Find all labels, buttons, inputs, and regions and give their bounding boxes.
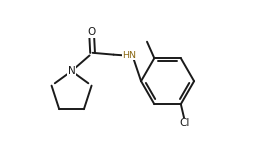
Text: O: O: [88, 27, 96, 37]
Text: N: N: [68, 66, 75, 76]
Text: Cl: Cl: [179, 118, 190, 128]
Text: HN: HN: [122, 51, 136, 60]
